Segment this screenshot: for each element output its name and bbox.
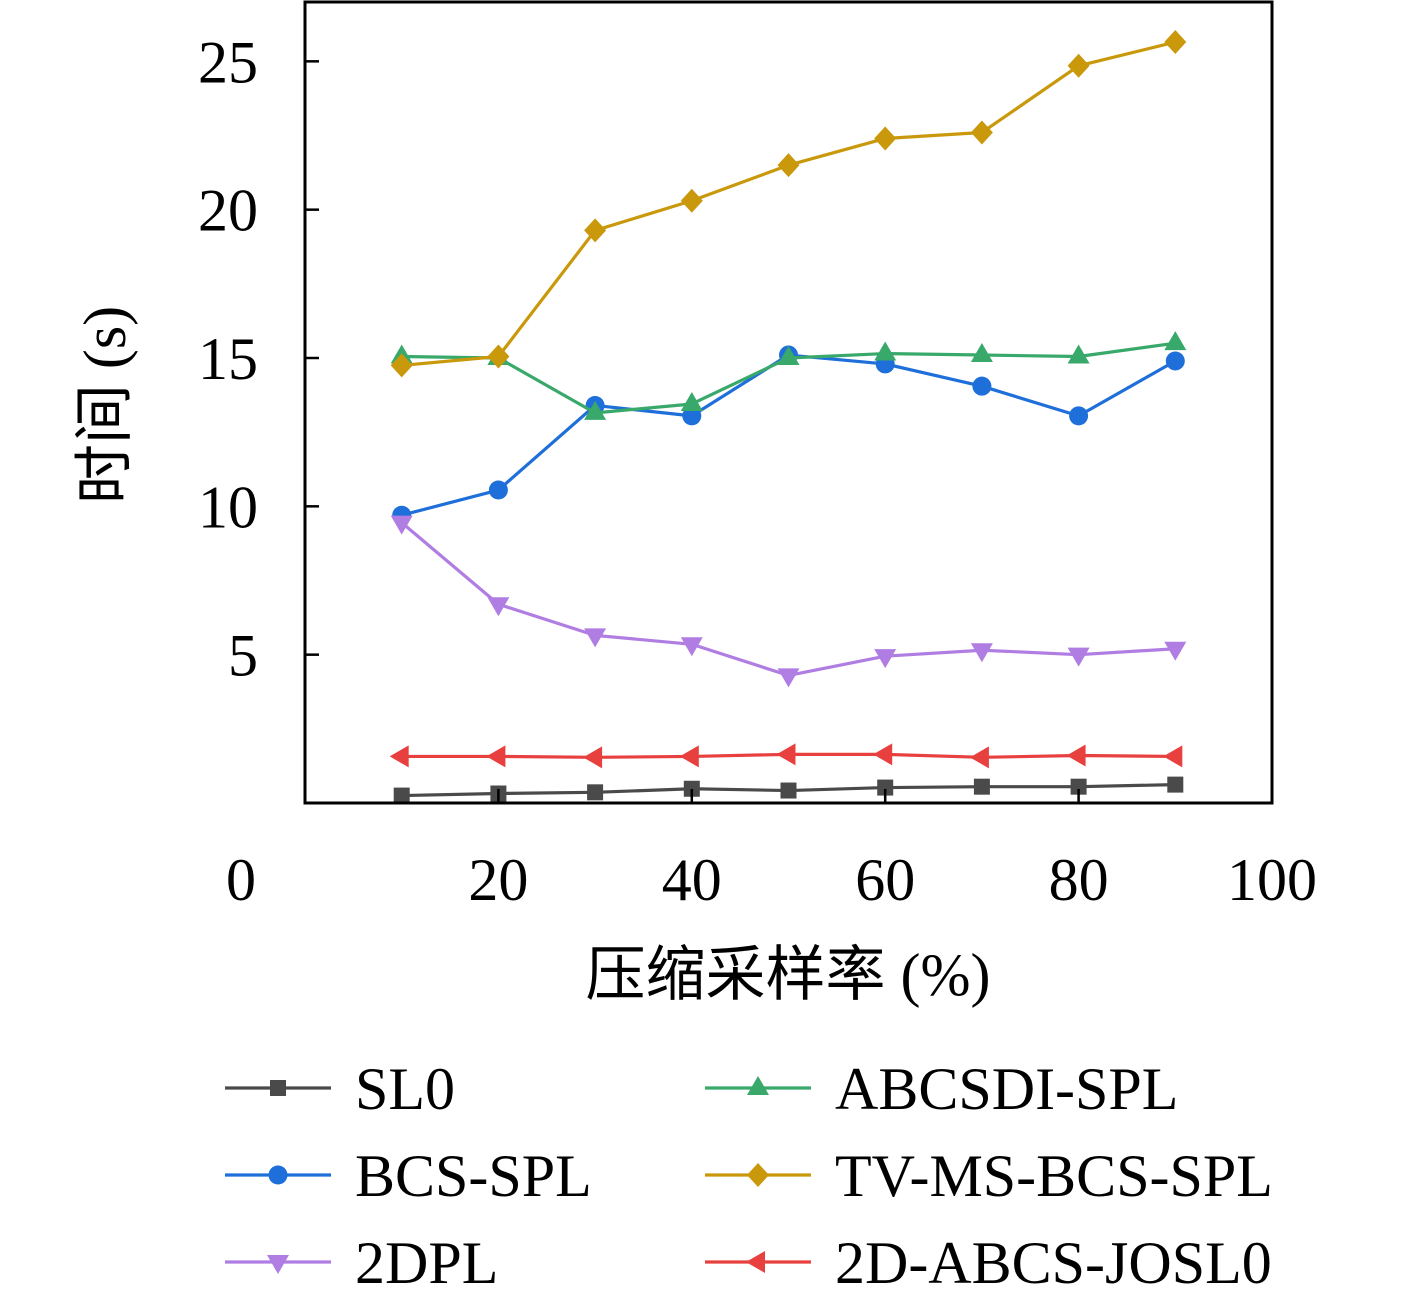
x-tick-label: 0 <box>226 847 256 913</box>
data-point-2d-abcs-josl0-20 <box>486 745 506 768</box>
data-point-sl0-80 <box>1070 778 1087 795</box>
series-bcs-spl <box>392 345 1185 525</box>
data-point-tv-ms-bcs-spl-10 <box>390 353 413 378</box>
data-point-bcs-spl-90 <box>1165 351 1185 371</box>
data-point-abcsdi-spl-60 <box>874 341 897 361</box>
legend-label: 2DPL <box>355 1230 498 1296</box>
data-point-2dpl-90 <box>1164 641 1187 661</box>
data-point-2dpl-20 <box>487 597 510 617</box>
data-point-2d-abcs-josl0-10 <box>389 745 409 768</box>
data-point-abcsdi-spl-90 <box>1164 331 1187 351</box>
legend-item-tv-ms-bcs-spl: TV-MS-BCS-SPL <box>705 1143 1273 1209</box>
data-point-abcsdi-spl-30 <box>584 400 607 420</box>
data-point-tv-ms-bcs-spl-90 <box>1164 30 1187 55</box>
x-tick-label: 80 <box>1049 847 1109 913</box>
data-point-tv-ms-bcs-spl-40 <box>680 188 703 213</box>
legend-item-2d-abcs-josl0: 2D-ABCS-JOSL0 <box>705 1230 1272 1296</box>
series-layer <box>389 30 1187 804</box>
data-point-abcsdi-spl-80 <box>1067 344 1090 364</box>
y-tick-label: 25 <box>198 29 258 95</box>
data-point-2d-abcs-josl0-40 <box>679 745 699 768</box>
legend-marker <box>746 1251 765 1273</box>
data-point-abcsdi-spl-40 <box>680 391 703 411</box>
data-point-2d-abcs-josl0-90 <box>1163 745 1183 768</box>
y-axis-label: 时间 (s) <box>72 306 138 504</box>
y-tick-label: 20 <box>198 178 258 244</box>
legend-marker <box>747 1163 769 1187</box>
data-point-2d-abcs-josl0-30 <box>583 746 603 769</box>
data-point-2dpl-60 <box>874 649 897 669</box>
y-tick-label: 10 <box>198 474 258 540</box>
data-point-tv-ms-bcs-spl-60 <box>874 126 897 151</box>
series-line-2dpl <box>400 521 1176 678</box>
data-point-sl0-40 <box>683 780 700 797</box>
data-point-sl0-90 <box>1167 776 1184 793</box>
series-line-bcs-spl <box>401 353 1177 517</box>
data-point-2dpl-70 <box>970 643 993 663</box>
x-axis-label: 压缩采样率 (%) <box>586 942 991 1008</box>
data-point-2dpl-10 <box>390 515 413 535</box>
legend-label: 2D-ABCS-JOSL0 <box>835 1230 1272 1296</box>
series-tv-ms-bcs-spl <box>390 30 1187 378</box>
legend-marker <box>270 1080 286 1096</box>
series-sl0 <box>393 776 1184 804</box>
legend-marker <box>747 1076 769 1095</box>
data-point-bcs-spl-80 <box>1069 406 1089 426</box>
axis-ticks <box>305 60 1080 803</box>
series-line-tv-ms-bcs-spl <box>401 40 1176 368</box>
data-point-tv-ms-bcs-spl-50 <box>777 153 800 178</box>
legend-item-2dpl: 2DPL <box>225 1230 498 1296</box>
series-abcsdi-spl <box>390 331 1187 420</box>
y-tick-label: 5 <box>228 623 258 689</box>
data-point-2d-abcs-josl0-60 <box>873 743 893 766</box>
plot-frame <box>303 0 1274 805</box>
data-point-tv-ms-bcs-spl-20 <box>487 344 510 369</box>
data-point-2d-abcs-josl0-80 <box>1066 744 1086 767</box>
legend-item-sl0: SL0 <box>225 1056 455 1122</box>
legend-label: SL0 <box>355 1056 455 1122</box>
data-point-tv-ms-bcs-spl-80 <box>1067 53 1090 78</box>
data-point-sl0-50 <box>780 782 797 799</box>
series-2d-abcs-josl0 <box>389 743 1183 769</box>
legend: SL0 BCS-SPL 2DPL ABCSDI-SPL TV-MS-BCS-SPL 2D-… <box>225 1056 1273 1296</box>
data-point-bcs-spl-70 <box>972 376 992 396</box>
legend-label: TV-MS-BCS-SPL <box>835 1143 1273 1209</box>
legend-item-abcsdi-spl: ABCSDI-SPL <box>705 1056 1178 1122</box>
data-point-2dpl-80 <box>1067 647 1090 667</box>
x-tick-label: 40 <box>662 847 722 913</box>
data-point-abcsdi-spl-50 <box>777 346 800 365</box>
data-point-abcsdi-spl-70 <box>970 343 993 363</box>
data-point-bcs-spl-40 <box>682 406 702 426</box>
data-point-sl0-60 <box>877 779 894 796</box>
tick-labels: 5 10 15 20 25 0 20 40 60 80 100 <box>198 29 1317 913</box>
legend-marker <box>267 1255 289 1274</box>
data-point-tv-ms-bcs-spl-70 <box>970 120 993 145</box>
data-point-sl0-30 <box>587 784 604 801</box>
data-point-2d-abcs-josl0-50 <box>776 743 796 766</box>
data-point-2dpl-40 <box>680 637 703 657</box>
data-point-2dpl-30 <box>584 628 607 648</box>
legend-marker <box>268 1165 288 1185</box>
series-2dpl <box>390 515 1187 688</box>
data-point-tv-ms-bcs-spl-30 <box>584 218 607 243</box>
y-tick-label: 15 <box>198 326 258 392</box>
legend-label: BCS-SPL <box>355 1143 592 1209</box>
data-point-2dpl-50 <box>777 668 800 688</box>
x-tick-label: 60 <box>855 847 915 913</box>
data-point-sl0-10 <box>393 787 410 804</box>
data-point-sl0-70 <box>973 778 990 795</box>
data-point-2d-abcs-josl0-70 <box>969 746 989 769</box>
legend-label: ABCSDI-SPL <box>835 1056 1178 1122</box>
x-tick-label: 20 <box>468 847 528 913</box>
legend-item-bcs-spl: BCS-SPL <box>225 1143 592 1209</box>
x-tick-label: 100 <box>1227 847 1317 913</box>
data-point-bcs-spl-20 <box>488 480 508 500</box>
